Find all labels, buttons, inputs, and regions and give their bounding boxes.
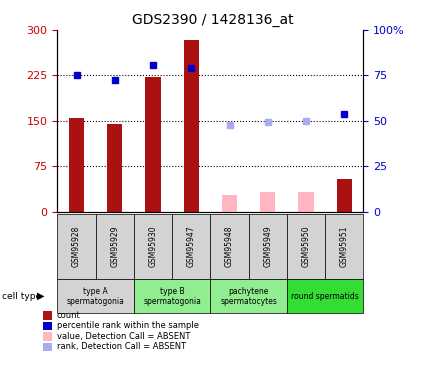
Text: GSM95947: GSM95947 [187,226,196,267]
Text: pachytene
spermatocytes: pachytene spermatocytes [220,286,277,306]
Bar [145,77,161,212]
Text: type B
spermatogonia: type B spermatogonia [143,286,201,306]
Bar [260,192,275,212]
Text: GSM95929: GSM95929 [110,226,119,267]
Bar [107,124,122,212]
Text: GSM95950: GSM95950 [301,226,311,267]
Bar [337,178,352,212]
Bar [184,40,199,212]
Text: GSM95949: GSM95949 [263,226,272,267]
Text: rank, Detection Call = ABSENT: rank, Detection Call = ABSENT [57,342,186,351]
Text: type A
spermatogonia: type A spermatogonia [67,286,125,306]
Text: GSM95928: GSM95928 [72,226,81,267]
Text: value, Detection Call = ABSENT: value, Detection Call = ABSENT [57,332,190,341]
Text: count: count [57,311,81,320]
Text: round spermatids: round spermatids [291,292,359,301]
Text: ▶: ▶ [37,291,45,301]
Text: percentile rank within the sample: percentile rank within the sample [57,321,199,330]
Text: GSM95948: GSM95948 [225,226,234,267]
Bar [222,195,237,212]
Bar [69,118,84,212]
Text: GSM95951: GSM95951 [340,226,349,267]
Bar [298,192,314,212]
Text: GDS2390 / 1428136_at: GDS2390 / 1428136_at [132,13,293,27]
Text: cell type: cell type [2,292,41,301]
Text: GSM95930: GSM95930 [148,226,158,267]
